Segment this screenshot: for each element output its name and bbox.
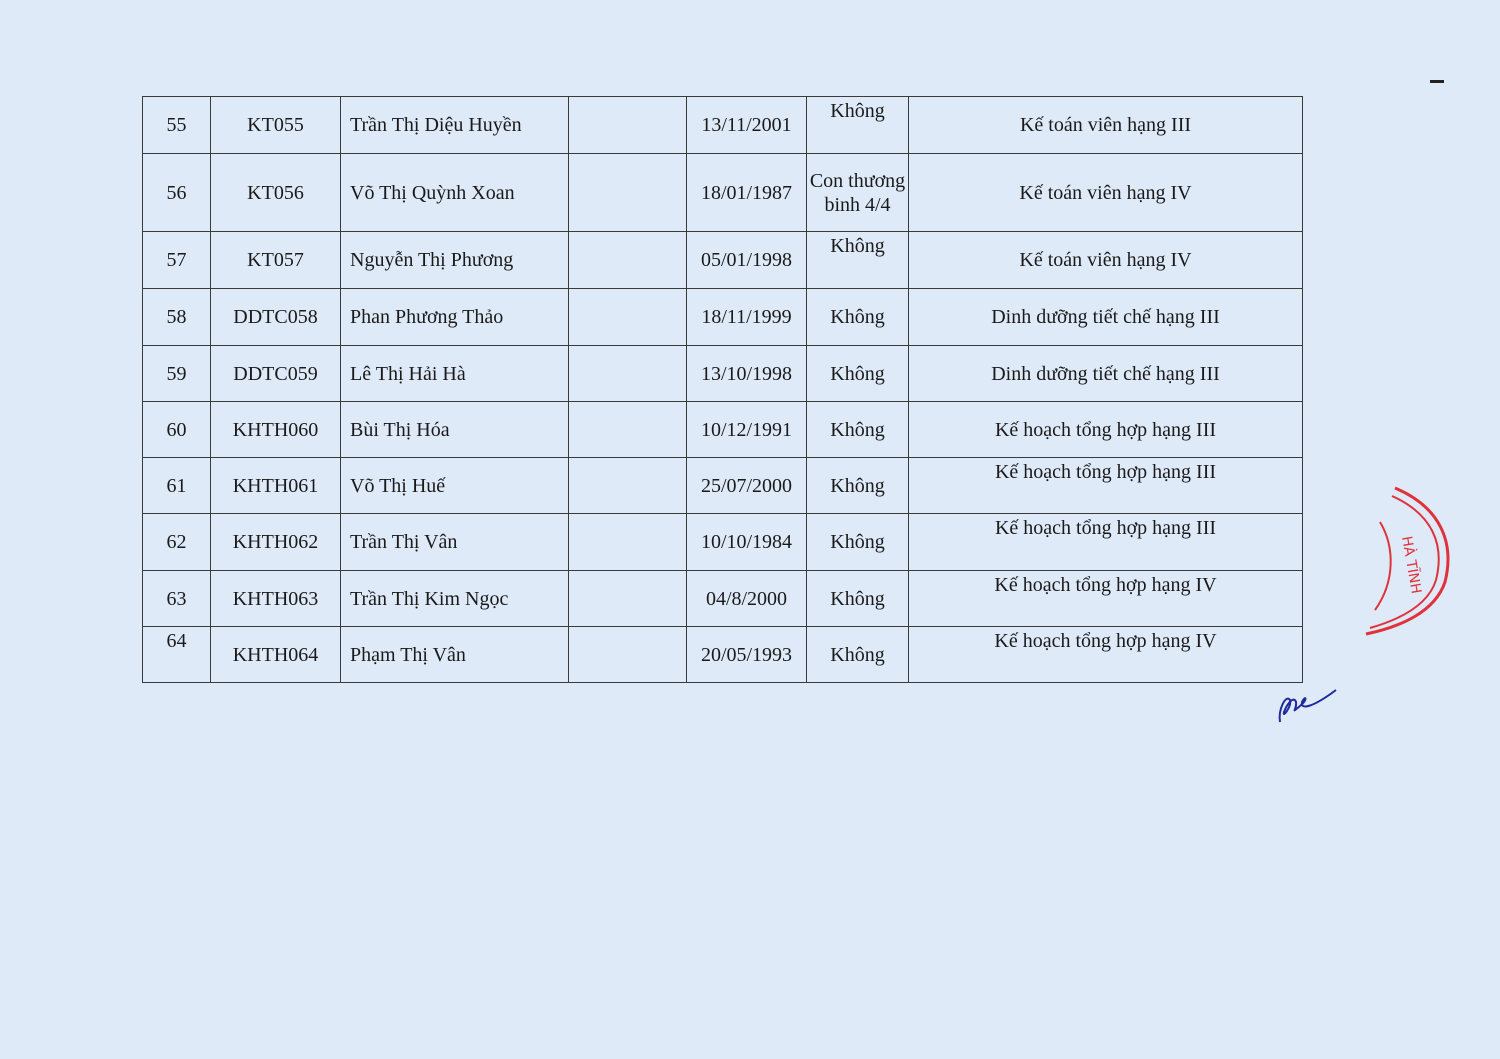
- cell-position: Kế hoạch tổng hợp hạng III: [908, 401, 1303, 458]
- table-row: 57 KT057 Nguyễn Thị Phương 05/01/1998 Không K…: [142, 231, 1303, 289]
- cell-position: Kế hoạch tổng hợp hạng III: [908, 457, 1303, 514]
- cell-blank: [568, 401, 687, 458]
- cell-position: Kế hoạch tổng hợp hạng III: [908, 513, 1303, 571]
- table-row: 60 KHTH060 Bùi Thị Hóa 10/12/1991 Không Kế ho…: [142, 401, 1303, 458]
- cell-name: Bùi Thị Hóa: [340, 401, 569, 458]
- cell-dob: 18/11/1999: [686, 288, 807, 346]
- cell-no: 62: [142, 513, 211, 571]
- cell-dob: 13/10/1998: [686, 345, 807, 402]
- cell-position: Dinh dưỡng tiết chế hạng III: [908, 288, 1303, 346]
- cell-name: Lê Thị Hải Hà: [340, 345, 569, 402]
- cell-dob: 18/01/1987: [686, 153, 807, 232]
- cell-code: KHTH061: [210, 457, 341, 514]
- table-row: 61 KHTH061 Võ Thị Huế 25/07/2000 Không Kế hoạ…: [142, 457, 1303, 514]
- table-row: 62 KHTH062 Trần Thị Vân 10/10/1984 Không Kế h…: [142, 513, 1303, 571]
- cell-no: 61: [142, 457, 211, 514]
- cell-dob: 05/01/1998: [686, 231, 807, 289]
- cell-priority: Không: [806, 513, 909, 571]
- cell-name: Võ Thị Quỳnh Xoan: [340, 153, 569, 232]
- signature: [1278, 689, 1337, 723]
- cell-dob: 25/07/2000: [686, 457, 807, 514]
- cell-code: KHTH064: [210, 626, 341, 683]
- cell-no: 63: [142, 570, 211, 627]
- cell-code: DDTC058: [210, 288, 341, 346]
- cell-code: KHTH063: [210, 570, 341, 627]
- cell-code: DDTC059: [210, 345, 341, 402]
- cell-blank: [568, 153, 687, 232]
- official-stamp: HÀ TĨNH: [1365, 486, 1450, 636]
- cell-position: Kế toán viên hạng IV: [908, 153, 1303, 232]
- cell-position: Kế toán viên hạng IV: [908, 231, 1303, 289]
- cell-code: KHTH062: [210, 513, 341, 571]
- cell-no: 64: [142, 626, 211, 683]
- cell-blank: [568, 231, 687, 289]
- cell-position: Kế hoạch tổng hợp hạng IV: [908, 626, 1303, 683]
- cell-name: Võ Thị Huế: [340, 457, 569, 514]
- table-row: 55 KT055 Trần Thị Diệu Huyền 13/11/2001 Khôn…: [142, 96, 1303, 154]
- cell-blank: [568, 626, 687, 683]
- cell-blank: [568, 513, 687, 571]
- cell-priority: Không: [806, 457, 909, 514]
- cell-priority: Không: [806, 231, 909, 289]
- cell-priority: Không: [806, 401, 909, 458]
- cell-blank: [568, 96, 687, 154]
- cell-position: Kế toán viên hạng III: [908, 96, 1303, 154]
- stamp-text: HÀ TĨNH: [1398, 535, 1425, 595]
- cell-name: Trần Thị Vân: [340, 513, 569, 571]
- table-row: 58 DDTC058 Phan Phương Thảo 18/11/1999 Không…: [142, 288, 1303, 346]
- candidate-table: 55 KT055 Trần Thị Diệu Huyền 13/11/2001 Khôn…: [142, 96, 1303, 683]
- cell-no: 56: [142, 153, 211, 232]
- cell-no: 58: [142, 288, 211, 346]
- cell-no: 60: [142, 401, 211, 458]
- cell-priority: Không: [806, 288, 909, 346]
- table-row: 63 KHTH063 Trần Thị Kim Ngọc 04/8/2000 Không…: [142, 570, 1303, 627]
- cell-dob: 10/12/1991: [686, 401, 807, 458]
- cell-priority: Không: [806, 345, 909, 402]
- cell-dob: 20/05/1993: [686, 626, 807, 683]
- cell-position: Kế hoạch tổng hợp hạng IV: [908, 570, 1303, 627]
- cell-no: 57: [142, 231, 211, 289]
- cell-dob: 10/10/1984: [686, 513, 807, 571]
- cell-priority: Không: [806, 570, 909, 627]
- cell-code: KHTH060: [210, 401, 341, 458]
- scan-mark: [1430, 80, 1444, 83]
- cell-priority: Không: [806, 626, 909, 683]
- cell-no: 55: [142, 96, 211, 154]
- cell-priority: Con thương binh 4/4: [806, 153, 909, 232]
- cell-name: Trần Thị Kim Ngọc: [340, 570, 569, 627]
- cell-dob: 04/8/2000: [686, 570, 807, 627]
- cell-code: KT055: [210, 96, 341, 154]
- cell-name: Trần Thị Diệu Huyền: [340, 96, 569, 154]
- table-row: 56 KT056 Võ Thị Quỳnh Xoan 18/01/1987 Con th…: [142, 153, 1303, 232]
- cell-code: KT056: [210, 153, 341, 232]
- cell-no: 59: [142, 345, 211, 402]
- cell-code: KT057: [210, 231, 341, 289]
- cell-name: Phạm Thị Vân: [340, 626, 569, 683]
- cell-priority: Không: [806, 96, 909, 154]
- cell-dob: 13/11/2001: [686, 96, 807, 154]
- cell-blank: [568, 570, 687, 627]
- cell-blank: [568, 288, 687, 346]
- cell-position: Dinh dưỡng tiết chế hạng III: [908, 345, 1303, 402]
- table-row: 64 KHTH064 Phạm Thị Vân 20/05/1993 Không Kế h…: [142, 626, 1303, 683]
- cell-blank: [568, 345, 687, 402]
- table-row: 59 DDTC059 Lê Thị Hải Hà 13/10/1998 Không Din…: [142, 345, 1303, 402]
- cell-blank: [568, 457, 687, 514]
- cell-name: Phan Phương Thảo: [340, 288, 569, 346]
- cell-name: Nguyễn Thị Phương: [340, 231, 569, 289]
